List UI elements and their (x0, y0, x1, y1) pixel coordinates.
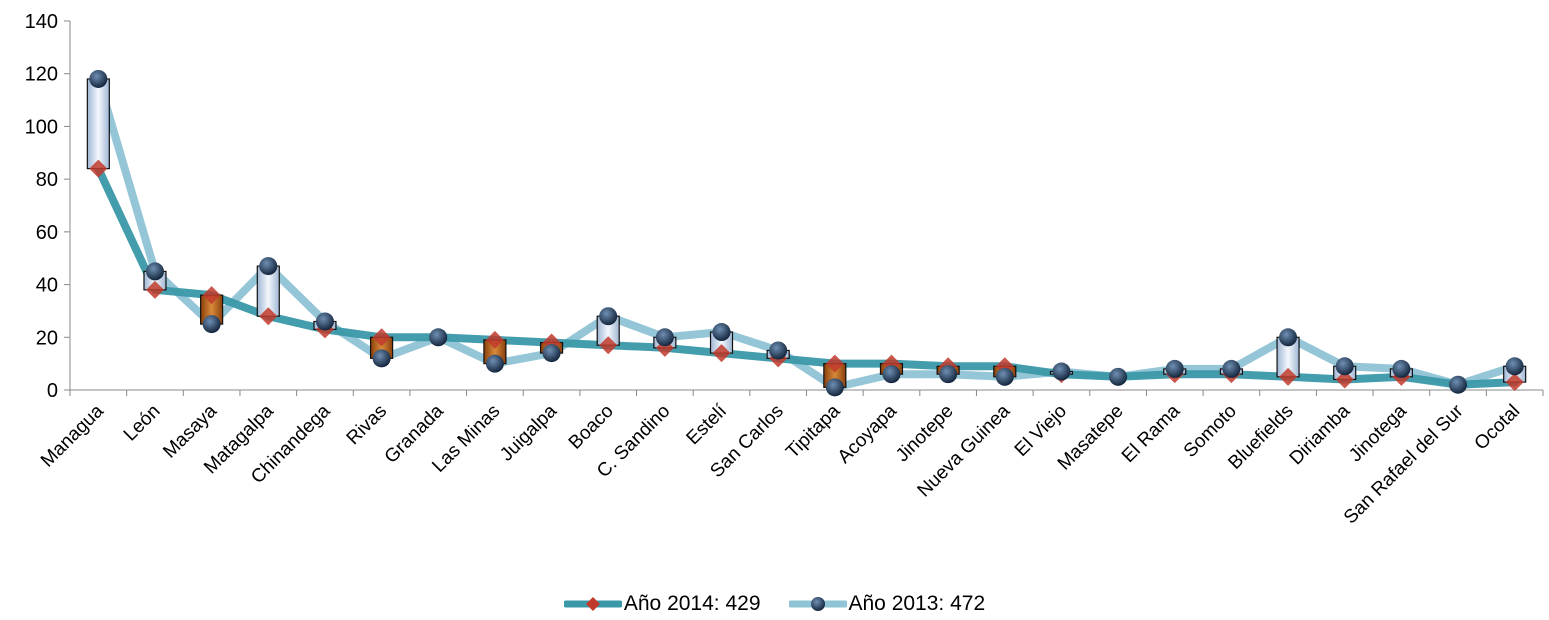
marker-2014 (599, 336, 618, 355)
y-tick-label: 80 (36, 169, 58, 191)
x-category-label: Diriamba (1286, 400, 1355, 469)
marker-2013 (259, 257, 278, 276)
legend-label-2014: Año 2014: 429 (623, 592, 761, 615)
marker-2013 (542, 344, 561, 363)
marker-2014 (1505, 373, 1524, 392)
y-tick-label: 40 (36, 275, 58, 297)
y-tick-label: 0 (47, 380, 58, 402)
marker-2013 (315, 312, 334, 331)
legend-swatch-2013 (788, 597, 847, 611)
x-category-label: Juigalpa (496, 400, 561, 465)
x-category-label: Boaco (565, 401, 618, 454)
x-category-label: Estelí (683, 400, 732, 449)
legend-swatch-2014 (563, 597, 622, 611)
marker-2013 (825, 378, 844, 397)
marker-2013 (769, 341, 788, 360)
legend: Año 2014: 429 Año 2013: 472 (0, 592, 1549, 616)
marker-2013 (1222, 359, 1241, 378)
marker-2013 (1279, 328, 1298, 347)
marker-2013 (1052, 362, 1071, 381)
marker-2013 (939, 365, 958, 384)
x-category-label: León (120, 401, 165, 446)
marker-2013 (1335, 357, 1354, 376)
marker-2013 (89, 69, 108, 88)
x-category-label: Rivas (343, 401, 391, 449)
series-lines (94, 75, 1519, 392)
marker-2013 (599, 307, 618, 326)
up-down-bars (86, 78, 1527, 388)
marker-2013 (429, 328, 448, 347)
marker-2013 (1505, 357, 1524, 376)
marker-2014 (372, 328, 391, 347)
marker-2013 (655, 328, 674, 347)
legend-label-2013: Año 2013: 472 (848, 592, 986, 615)
marker-2013 (712, 323, 731, 342)
legend-item-2014: Año 2014: 429 (563, 592, 761, 616)
axes (64, 20, 1544, 396)
marker-2013 (1392, 359, 1411, 378)
marker-2014 (1335, 370, 1354, 389)
up-bar (86, 78, 110, 170)
series-line-2014 (94, 164, 1519, 389)
marker-2013 (1449, 375, 1468, 394)
marker-2014 (1279, 367, 1298, 386)
marker-2014 (712, 344, 731, 363)
x-category-label: Acoyapa (834, 400, 901, 467)
marker-2013 (372, 349, 391, 368)
series-markers (89, 69, 1524, 397)
y-tick-label: 100 (25, 116, 58, 138)
marker-2013 (1165, 359, 1184, 378)
y-tick-label: 140 (25, 11, 58, 33)
marker-2014 (485, 330, 504, 349)
marker-2014 (89, 159, 108, 178)
marker-2013 (882, 365, 901, 384)
y-tick-label: 60 (36, 222, 58, 244)
marker-2013 (145, 262, 164, 281)
y-tick-label: 20 (36, 327, 58, 349)
legend-item-2013: Año 2013: 472 (788, 592, 986, 616)
marker-2013 (202, 315, 221, 334)
y-tick-label: 120 (25, 64, 58, 86)
marker-2014 (202, 286, 221, 305)
x-category-label: El Rama (1118, 400, 1185, 467)
x-category-label: Managua (37, 400, 108, 471)
marker-2013 (995, 367, 1014, 386)
marker-2013 (485, 354, 504, 373)
marker-2014 (145, 280, 164, 299)
marker-2014 (825, 354, 844, 373)
series-line-2013 (94, 75, 1519, 392)
marker-2014 (259, 307, 278, 326)
x-category-label: Ocotal (1471, 401, 1525, 455)
marker-2013 (1109, 367, 1128, 386)
